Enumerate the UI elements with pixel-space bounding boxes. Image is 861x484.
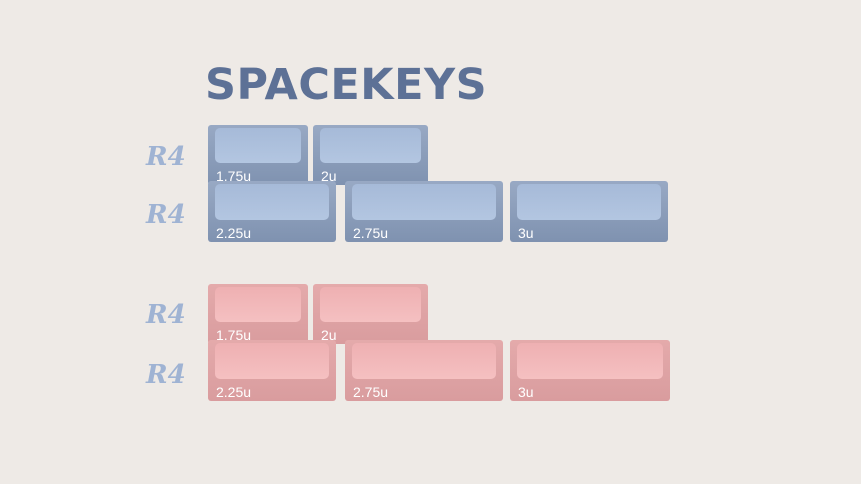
keycap-size: 2u [321, 168, 337, 184]
keycap-size: 3u [518, 384, 534, 400]
keycap: 1.75u [208, 284, 308, 344]
keycap: 2.75u [345, 181, 503, 242]
keycap-size: 2.75u [353, 225, 389, 241]
row-profile-label: R4 [146, 300, 186, 330]
keycap-size: 1.75u [216, 168, 252, 184]
row-profile-label: R4 [146, 200, 186, 230]
page-title: SPACEKEYS [205, 60, 488, 110]
keycap-size: 2u [321, 327, 337, 343]
keycap-size: 2.25u [216, 225, 252, 241]
keycap: 3u [510, 340, 670, 401]
keycap: 2.75u [345, 340, 503, 401]
row-profile-label: R4 [146, 142, 186, 172]
keycap-size: 2.25u [216, 384, 252, 400]
keycap: 2.25u [208, 340, 336, 401]
keycap-size: 2.75u [353, 384, 389, 400]
keycap-size: 1.75u [216, 327, 252, 343]
keycap: 2u [313, 284, 428, 344]
row-profile-label: R4 [146, 360, 186, 390]
keycap: 2u [313, 125, 428, 185]
keycap: 1.75u [208, 125, 308, 185]
keycap: 2.25u [208, 181, 336, 242]
keycap-size: 3u [518, 225, 534, 241]
keycap: 3u [510, 181, 668, 242]
